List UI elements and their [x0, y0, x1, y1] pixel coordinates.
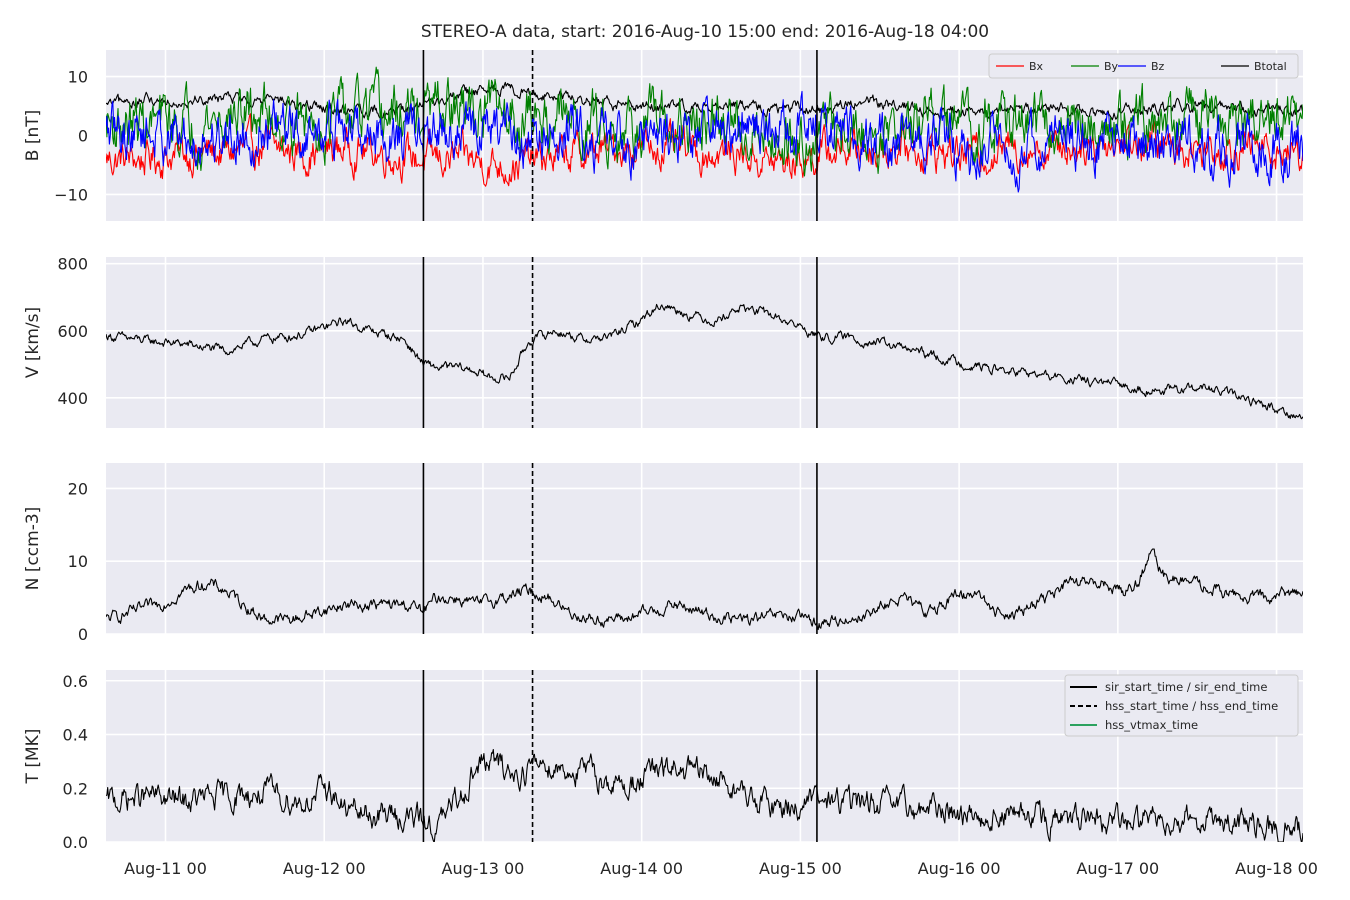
y-tick-label: 0.2 [63, 779, 88, 798]
series-bz-line [106, 90, 1303, 193]
x-tick-label: Aug-17 00 [1076, 859, 1159, 878]
legend-events-frame [1064, 674, 1299, 737]
y-tick-label: 10 [68, 68, 88, 87]
x-tick-label: Aug-15 00 [759, 859, 842, 878]
x-tick-label: Aug-14 00 [600, 859, 683, 878]
y-axis-label: V [km/s] [23, 307, 43, 378]
y-tick-label: 0.4 [63, 726, 88, 745]
x-tick-label: Aug-12 00 [283, 859, 366, 878]
panel-2: 20 10 0 N [ccm-3] [23, 463, 1303, 644]
y-axis-label: B [nT] [23, 110, 43, 162]
legend-btotal-label: Btotal [1254, 60, 1287, 73]
series-by-line [106, 66, 1303, 177]
series-group [106, 303, 1303, 420]
y-tick-label: 0.6 [63, 672, 88, 691]
x-tick-label: Aug-18 00 [1235, 859, 1318, 878]
y-tick-label: 600 [57, 322, 88, 341]
y-tick-label: 0 [78, 127, 88, 146]
y-tick-label: 20 [68, 479, 88, 498]
series-n-line [106, 548, 1303, 631]
y-tick-label: 0 [78, 625, 88, 644]
legend-b: Bx By Bz Btotal [988, 53, 1299, 79]
legend-bz-label: Bz [1151, 60, 1165, 73]
x-tick-label: Aug-13 00 [442, 859, 525, 878]
legend-bx-label: Bx [1029, 60, 1044, 73]
plot-area [106, 257, 1303, 428]
y-tick-label: 800 [57, 255, 88, 274]
legend-by-label: By [1104, 60, 1119, 73]
series-t-line [106, 748, 1303, 842]
series-group [106, 66, 1303, 193]
x-tick-label: Aug-16 00 [918, 859, 1001, 878]
y-tick-label: 10 [68, 552, 88, 571]
y-tick-label: 400 [57, 389, 88, 408]
y-axis-label: T [MK] [23, 729, 43, 785]
legend-events: sir_start_time / sir_end_time hss_start_t… [1064, 674, 1299, 737]
panels-group: 10 0 −10 B [nT] 800 600 400 V [km/s] 20 10 0 N [ccm… [23, 50, 1318, 878]
y-tick-label: 0.0 [63, 833, 88, 852]
legend-event-label: sir_start_time / sir_end_time [1105, 680, 1267, 694]
legend-event-label: hss_vtmax_time [1105, 718, 1198, 732]
series-group [106, 748, 1303, 842]
figure-title: STEREO-A data, start: 2016-Aug-10 15:00 … [421, 22, 989, 42]
plot-area [106, 463, 1303, 634]
series-v-line [106, 303, 1303, 420]
panel-1: 800 600 400 V [km/s] [23, 255, 1303, 428]
y-tick-label: −10 [54, 185, 88, 204]
series-group [106, 548, 1303, 631]
legend-event-label: hss_start_time / hss_end_time [1105, 699, 1278, 713]
x-tick-label: Aug-11 00 [124, 859, 207, 878]
y-axis-label: N [ccm-3] [23, 507, 43, 591]
